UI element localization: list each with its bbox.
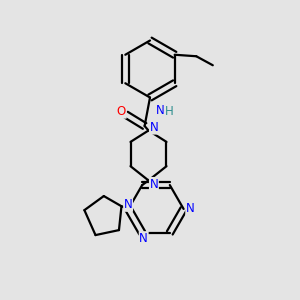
Text: O: O — [117, 105, 126, 118]
Text: N: N — [186, 202, 195, 215]
Text: N: N — [149, 178, 158, 190]
Text: H: H — [164, 105, 173, 119]
Text: N: N — [124, 198, 132, 211]
Text: N: N — [155, 103, 164, 117]
Text: N: N — [139, 232, 148, 245]
Text: N: N — [149, 121, 158, 134]
